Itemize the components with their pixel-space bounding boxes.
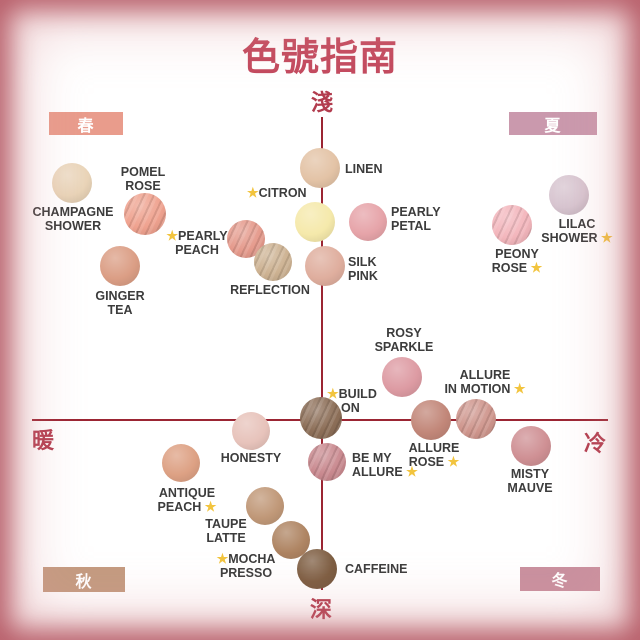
label-be-my-allure: BE MY ALLURE ★: [352, 451, 418, 479]
label-pearly-peach: ★PEARLY PEACH: [166, 228, 228, 258]
label-pomel-rose: POMEL ROSE: [120, 165, 166, 193]
star-icon: ★: [204, 499, 217, 514]
label-lilac-shower: LILAC SHOWER ★: [541, 217, 613, 245]
swatch-allure-rose: [411, 400, 451, 440]
swatch-caffeine: [297, 549, 337, 589]
swatch-allure-in-motion: [456, 399, 496, 439]
label-caffeine: CAFFEINE: [345, 562, 408, 576]
label-taupe-latte: TAUPE LATTE: [205, 517, 247, 545]
label-allure-rose: ALLURE ROSE ★: [408, 441, 460, 469]
star-icon: ★: [513, 381, 526, 396]
quadrant-badge-winter: 冬: [520, 567, 600, 591]
swatch-silk-pink: [305, 246, 345, 286]
swatch-rosy-sparkle: [382, 357, 422, 397]
label-silk-pink: SILK PINK: [348, 255, 378, 283]
label-honesty: HONESTY: [220, 451, 282, 465]
axis-label-cool: 冷: [584, 431, 607, 456]
star-icon: ★: [447, 454, 460, 469]
star-icon: ★: [530, 260, 543, 275]
star-icon: ★: [247, 185, 259, 200]
label-peony-rose: PEONY ROSE ★: [491, 247, 543, 275]
star-icon: ★: [327, 386, 339, 401]
swatch-citron: [295, 202, 335, 242]
vertical-axis-line: [321, 117, 323, 590]
label-build-on: ★BUILD ON: [327, 386, 377, 416]
swatch-pearly-petal: [349, 203, 387, 241]
label-allure-in-motion: ALLURE IN MOTION ★: [444, 368, 526, 396]
swatch-peony-rose: [492, 205, 532, 245]
swatch-champagne-shower: [52, 163, 92, 203]
swatch-ginger-tea: [100, 246, 140, 286]
label-pearly-petal: PEARLY PETAL: [391, 205, 441, 233]
label-citron: ★CITRON: [247, 185, 307, 201]
swatch-antique-peach: [162, 444, 200, 482]
label-reflection: REFLECTION: [230, 283, 310, 297]
label-rosy-sparkle: ROSY SPARKLE: [374, 326, 434, 354]
swatch-build-on: [300, 397, 342, 439]
label-ginger-tea: GINGER TEA: [95, 289, 145, 317]
axis-label-warm: 暖: [32, 428, 55, 453]
star-icon: ★: [601, 230, 613, 245]
axis-label-light: 淺: [310, 90, 334, 115]
label-antique-peach: ANTIQUE PEACH ★: [157, 486, 217, 514]
swatch-linen: [300, 148, 340, 188]
label-champagne-shower: CHAMPAGNE SHOWER: [32, 205, 114, 233]
label-linen: LINEN: [345, 162, 383, 176]
quadrant-badge-summer: 夏: [509, 112, 597, 135]
swatch-reflection: [254, 243, 292, 281]
swatch-be-my-allure: [308, 443, 346, 481]
swatch-taupe-latte: [246, 487, 284, 525]
star-icon: ★: [216, 551, 229, 566]
swatch-lilac-shower: [549, 175, 589, 215]
star-icon: ★: [406, 464, 418, 479]
page-title: 色號指南: [241, 37, 398, 79]
axis-label-deep: 深: [309, 597, 333, 622]
swatch-misty-mauve: [511, 426, 551, 466]
swatch-honesty: [232, 412, 270, 450]
swatch-pomel-rose: [124, 193, 166, 235]
label-misty-mauve: MISTY MAUVE: [507, 467, 553, 495]
quadrant-badge-autumn: 秋: [43, 567, 125, 592]
star-icon: ★: [166, 228, 179, 243]
label-mocha-presso: ★MOCHA PRESSO: [216, 551, 276, 581]
quadrant-badge-spring: 春: [49, 112, 123, 135]
